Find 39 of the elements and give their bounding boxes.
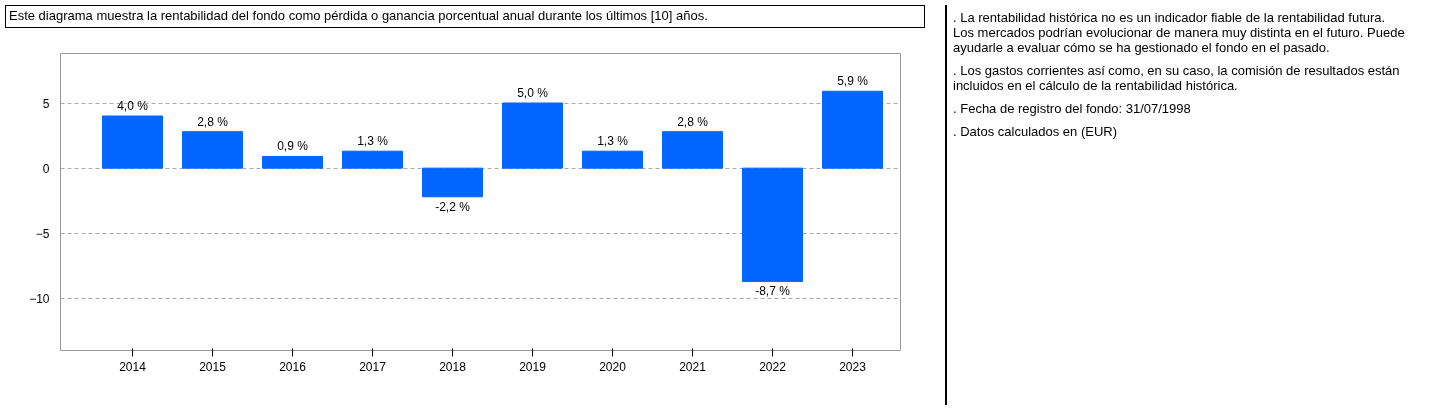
y-tick-label: −10: [29, 291, 50, 306]
bar: [502, 102, 563, 169]
x-tick-label: 2022: [759, 359, 787, 374]
x-tick-label: 2020: [599, 359, 627, 374]
data-label: 0,9 %: [277, 138, 309, 153]
data-label: 5,9 %: [837, 73, 869, 88]
y-tick-label: 5: [42, 96, 50, 111]
bar: [822, 90, 883, 169]
bar: [102, 115, 163, 169]
text: . Fecha de registro del fondo: 31/07/1998: [953, 100, 1192, 117]
bar: [342, 150, 403, 169]
x-tick-label: 2015: [199, 359, 227, 374]
text: . Datos calculados en (EUR): [953, 123, 1118, 140]
chart-title: Este diagrama muestra la rentabilidad del fondo como pérdida o ganancia porcentual anual durante los últimos [10] años.: [9, 7, 708, 25]
data-label: 2,8 %: [677, 114, 709, 129]
bar: [742, 167, 803, 282]
x-tick-label: 2014: [119, 359, 147, 374]
x-tick-label: 2021: [679, 359, 707, 374]
text: . Los gastos corrientes así como, en su caso, la comisión de resultados están incluidos en el cálculo de la rentabilidad histórica.: [953, 62, 1401, 94]
data-label: 4,0 %: [117, 98, 149, 113]
data-label: -2,2 %: [435, 199, 471, 214]
x-tick-label: 2017: [359, 359, 387, 374]
bar: [422, 167, 483, 197]
bar: [662, 130, 723, 169]
data-label: 1,3 %: [357, 133, 389, 148]
data-label: -8,7 %: [755, 284, 791, 299]
bar: [262, 155, 323, 169]
data-label: 1,3 %: [597, 133, 629, 148]
y-tick-label: −5: [35, 226, 50, 241]
bar: [182, 130, 243, 169]
bar: [582, 150, 643, 169]
text: . La rentabilidad histórica no es un indicador fiable de la rentabilidad futura. Los mercados podrían evolucionar de manera muy distinta en el futuro. Puede ayudarle a evaluar cómo se ha gestionado el fondo en el pasado.: [953, 10, 1406, 56]
x-tick-label: 2019: [519, 359, 547, 374]
x-tick-label: 2018: [439, 359, 467, 374]
x-tick-label: 2023: [839, 359, 867, 374]
data-label: 2,8 %: [197, 114, 229, 129]
y-tick-label: 0: [42, 161, 50, 176]
data-label: 5,0 %: [517, 85, 549, 100]
x-tick-label: 2016: [279, 359, 307, 374]
